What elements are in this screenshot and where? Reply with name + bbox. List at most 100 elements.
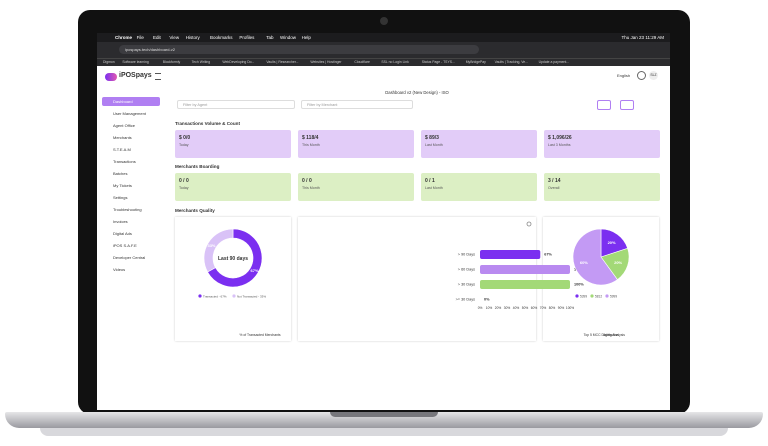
- slice-label: 60%: [580, 260, 588, 265]
- card-label: Last Month: [425, 143, 443, 147]
- stat-card[interactable]: 0 / 0 Today: [175, 173, 291, 201]
- menu-item[interactable]: Help: [301, 35, 311, 40]
- bookmark[interactable]: Vaults | Researcher...: [266, 60, 299, 64]
- value-label: 100%: [574, 283, 584, 287]
- card-value: 0 / 1: [425, 178, 435, 184]
- card-label: Last Month: [425, 186, 443, 190]
- legend-label: 5999: [610, 294, 617, 298]
- sidebar-item[interactable]: Transactions: [113, 159, 136, 164]
- settings-icon[interactable]: [637, 71, 646, 80]
- legend-label: Transacted - 67%: [203, 294, 227, 298]
- slice: [203, 228, 234, 273]
- menu-item[interactable]: Bookmarks: [210, 35, 233, 40]
- sidebar-item[interactable]: Settings: [113, 195, 128, 200]
- menu-toggle[interactable]: [155, 73, 161, 80]
- card-label: Today: [179, 143, 189, 147]
- legend-label: 5399: [580, 294, 587, 298]
- bookmark[interactable]: Update a payment...: [538, 60, 570, 64]
- x-tick-label: 10%: [486, 306, 493, 310]
- menu-item[interactable]: Tab: [266, 35, 274, 40]
- legend-swatch: [605, 294, 609, 298]
- card-value: $ 89/3: [425, 135, 439, 141]
- laptop-base: [5, 412, 763, 428]
- language[interactable]: English: [617, 73, 631, 78]
- page-title: Dashboard v2 (New Design) - ISO: [385, 90, 449, 95]
- menu-bar: Chrome File Edit View History Bookmarks Profil…: [97, 33, 670, 42]
- bookmark[interactable]: MyBridgePay: [465, 60, 486, 64]
- menu-item[interactable]: Profiles: [239, 35, 255, 40]
- bookmark[interactable]: Software learning: [122, 60, 149, 64]
- export-button[interactable]: [620, 100, 634, 110]
- sidebar-item[interactable]: Troubleshooting: [113, 207, 142, 212]
- stat-card[interactable]: 0 / 1 Last Month: [421, 173, 537, 201]
- slice-label: 33%: [207, 243, 215, 248]
- avatar[interactable]: SLZ: [649, 71, 658, 80]
- bookmarks-bar: Digmon Software learning Blockformly Tech W…: [97, 58, 670, 66]
- sidebar-item[interactable]: iPOS S.A.F.E: [113, 243, 137, 248]
- category-label: > 30 Days: [458, 283, 475, 287]
- agent-filter[interactable]: Filter by Agent: [177, 100, 295, 109]
- menu-item[interactable]: Chrome: [115, 35, 133, 40]
- chart-caption: % of Transacted Merchants: [239, 333, 281, 337]
- x-tick-label: 90%: [558, 306, 565, 310]
- category-label: > 90 Days: [458, 253, 475, 257]
- url-bar[interactable]: ipospays.tech/dashboard-v2: [119, 45, 479, 54]
- bookmark[interactable]: Digmon: [103, 60, 115, 64]
- stat-card[interactable]: $ 118/4 This Month: [298, 130, 414, 158]
- stat-card[interactable]: 3 / 14 Overall: [544, 173, 660, 201]
- sidebar-item[interactable]: Merchants: [113, 135, 132, 140]
- legend-swatch: [232, 294, 236, 298]
- legend-label: Not Transacted - 33%: [237, 294, 266, 298]
- donut-center: Last 90 days: [218, 256, 248, 262]
- sidebar-item[interactable]: Invoices: [113, 219, 128, 224]
- chart-caption: Aging Analysis: [603, 333, 625, 337]
- slice-label: 67%: [251, 268, 259, 273]
- panel: [298, 217, 536, 341]
- x-tick-label: 0%: [478, 306, 483, 310]
- bookmark[interactable]: Status Page - TSYS...: [421, 60, 455, 64]
- stat-card[interactable]: $ 89/3 Last Month: [421, 130, 537, 158]
- stat-card[interactable]: 0 / 0 This Month: [298, 173, 414, 201]
- slice: [572, 228, 618, 286]
- x-tick-label: 30%: [504, 306, 511, 310]
- sidebar-item[interactable]: Agent Office: [113, 123, 135, 128]
- refresh-button[interactable]: [597, 100, 611, 110]
- bookmark[interactable]: Websites | Hostinger: [310, 60, 342, 64]
- bookmark[interactable]: Tech Writing: [191, 60, 211, 64]
- menu-item[interactable]: File: [136, 35, 144, 40]
- sidebar-item[interactable]: Videos: [113, 267, 126, 272]
- x-tick-label: 20%: [495, 306, 502, 310]
- sidebar-item[interactable]: My Tickets: [113, 183, 132, 188]
- sidebar-item[interactable]: Dashboard: [102, 97, 160, 106]
- bookmark[interactable]: Vaults | Tracking, Ve...: [494, 60, 529, 64]
- menu-item[interactable]: View: [169, 35, 180, 40]
- section-title: Transactions Volume & Count: [175, 121, 241, 126]
- x-tick-label: 80%: [549, 306, 556, 310]
- value-label: 0%: [484, 298, 490, 302]
- category-label: >= 30 Days: [456, 298, 476, 302]
- section-title: Merchants Quality: [175, 208, 215, 213]
- sidebar-item[interactable]: Digital Ads: [113, 231, 132, 236]
- bar: [480, 280, 570, 289]
- gear-icon[interactable]: [526, 221, 532, 227]
- menu-item[interactable]: Window: [280, 35, 297, 40]
- quality-charts: 67% 33% Last 90 days Transacted - 67% Not Tr…: [198, 221, 630, 337]
- bookmark[interactable]: Blockformly: [162, 60, 181, 64]
- sidebar-item[interactable]: User Management: [113, 111, 146, 116]
- card-label: Overall: [548, 186, 560, 190]
- card-value: 0 / 0: [302, 178, 312, 184]
- bookmark[interactable]: SSL no Login Link: [381, 60, 409, 64]
- card-label: This Month: [302, 143, 320, 147]
- sidebar-item[interactable]: Batches: [113, 171, 128, 176]
- stat-card[interactable]: $ 0/0 Today: [175, 130, 291, 158]
- menu-item[interactable]: Edit: [153, 35, 161, 40]
- sidebar-item[interactable]: Developer Central: [113, 255, 146, 260]
- merchant-filter[interactable]: Filter by Merchant: [301, 100, 413, 109]
- sidebar-item[interactable]: S.T.E.A.M: [113, 147, 131, 152]
- bookmark[interactable]: Cloudflare: [354, 60, 370, 64]
- bookmark[interactable]: WebDeveloping Do...: [222, 60, 255, 64]
- slice-label: 20%: [608, 240, 616, 245]
- menu-item[interactable]: History: [185, 35, 200, 40]
- logo[interactable]: iPOSpays: [119, 72, 152, 79]
- stat-card[interactable]: $ 1,096/26 Last 3 Months: [544, 130, 660, 158]
